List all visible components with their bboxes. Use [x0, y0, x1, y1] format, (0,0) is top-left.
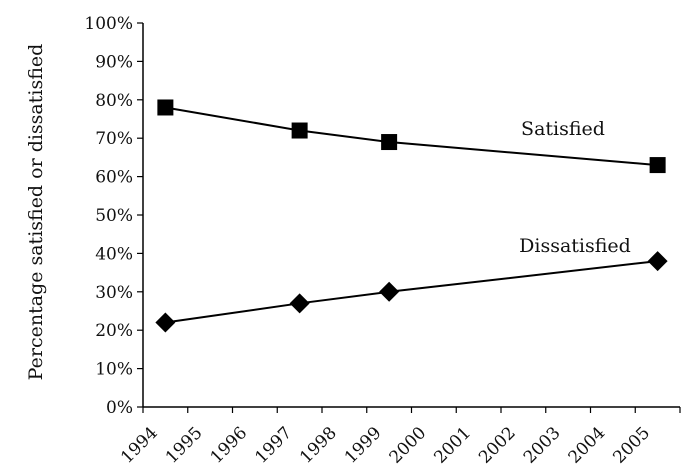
- x-tick-label: 2003: [520, 423, 565, 468]
- y-axis-ticks: 0% 10% 20% 30% 40% 50% 60% 70% 80% 90% 100%: [84, 14, 143, 418]
- y-tick-label: 20%: [95, 321, 133, 341]
- y-axis-title: Percentage satisfied or dissatisfied: [25, 44, 47, 381]
- y-tick-label: 0%: [106, 398, 133, 418]
- x-tick-label: 1996: [207, 423, 252, 468]
- y-tick-label: 90%: [95, 52, 133, 72]
- series-labels: Satisfied Dissatisfied: [519, 118, 631, 257]
- y-tick-label: 10%: [95, 360, 133, 380]
- dissatisfied-point: [647, 251, 668, 272]
- x-tick-label: 2000: [386, 423, 431, 468]
- satisfied-series-label: Satisfied: [521, 118, 605, 140]
- x-tick-label: 1997: [251, 423, 296, 468]
- x-tick-label: 2002: [475, 423, 520, 468]
- satisfied-point: [157, 99, 174, 116]
- y-tick-label: 30%: [95, 283, 133, 303]
- dissatisfied-line: [165, 260, 658, 324]
- dissatisfied-point: [289, 293, 310, 314]
- x-tick-label: 1994: [117, 423, 162, 468]
- dissatisfied-point: [155, 312, 176, 333]
- dissatisfied-series-label: Dissatisfied: [519, 235, 631, 257]
- y-tick-label: 100%: [84, 14, 133, 34]
- series-markers: [155, 99, 668, 333]
- y-tick-label: 50%: [95, 206, 133, 226]
- series-lines: [165, 106, 658, 324]
- x-axis-ticks: 1994 1995 1996 1997 1998 1999 2000 2001 2002 2003…: [117, 407, 681, 468]
- x-tick-label: 1999: [341, 423, 386, 468]
- x-tick-label: 2005: [609, 423, 654, 468]
- y-tick-label: 60%: [95, 168, 133, 188]
- x-tick-label: 1995: [162, 423, 207, 468]
- dissatisfied-point: [379, 281, 400, 302]
- satisfied-point: [291, 122, 308, 139]
- satisfied-point: [649, 157, 666, 174]
- satisfied-line: [165, 106, 658, 167]
- axes: [142, 23, 680, 408]
- y-tick-label: 80%: [95, 91, 133, 111]
- x-tick-label: 1998: [296, 423, 341, 468]
- y-tick-label: 70%: [95, 129, 133, 149]
- y-tick-label: 40%: [95, 244, 133, 264]
- x-tick-label: 2004: [565, 423, 610, 468]
- satisfied-point: [381, 134, 398, 151]
- x-tick-label: 2001: [430, 423, 475, 468]
